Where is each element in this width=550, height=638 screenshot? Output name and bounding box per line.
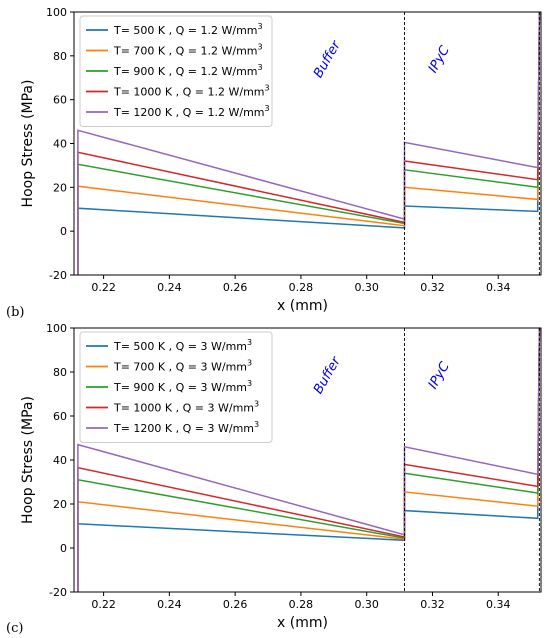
x-tick-label: 0.26	[223, 281, 248, 294]
x-tick-label: 0.34	[486, 598, 511, 611]
x-tick-label: 0.22	[91, 281, 116, 294]
y-tick-label: -20	[49, 269, 67, 282]
legend-superscript: 3	[258, 43, 263, 52]
y-tick-label: 0	[60, 542, 67, 555]
y-tick-label: 0	[60, 225, 67, 238]
chart-panel-c: 0.22 0.24 0.26 0.28 0.30 0.32 0.34 -20 0 20 40 60 80…	[6, 322, 542, 636]
y-tick-label: 100	[46, 322, 67, 335]
y-tick-label: 20	[53, 181, 67, 194]
annotation-ipyc: IPyC	[426, 43, 454, 76]
x-tick-label: 0.28	[289, 281, 314, 294]
legend-superscript: 3	[254, 420, 259, 429]
x-tick-label: 0.26	[223, 598, 248, 611]
legend-superscript: 3	[265, 104, 270, 113]
legend-box	[79, 15, 273, 127]
annotation-buffer: Buffer	[311, 37, 345, 80]
legend-entry-3: T= 1000 K , Q = 3 W/mm3	[113, 400, 259, 415]
panel-label: (c)	[6, 621, 23, 636]
y-tick-label: 40	[53, 454, 67, 467]
x-tick-label: 0.34	[486, 281, 511, 294]
legend-superscript: 3	[247, 379, 252, 388]
legend-superscript: 3	[247, 359, 252, 368]
x-tick-label: 0.30	[354, 598, 379, 611]
x-tick-label: 0.24	[157, 598, 182, 611]
chart-panel-b: 0.22 0.24 0.26 0.28 0.30 0.32 0.34 -20 0 20 40 60 80…	[6, 6, 542, 320]
x-tick-label: 0.28	[289, 598, 314, 611]
y-axis-label: Hoop Stress (MPa)	[20, 396, 36, 524]
annotation-ipyc: IPyC	[426, 359, 454, 392]
x-axis-label: x (mm)	[277, 298, 328, 314]
y-axis-label: Hoop Stress (MPa)	[20, 80, 36, 208]
legend-superscript: 3	[258, 63, 263, 72]
x-tick-label: 0.22	[91, 598, 116, 611]
legend-entry-2: T= 900 K , Q = 1.2 W/mm3	[113, 63, 263, 78]
y-tick-label: 40	[53, 138, 67, 151]
legend-entry-0: T= 500 K , Q = 3 W/mm3	[113, 338, 252, 353]
legend-superscript: 3	[265, 84, 270, 93]
legend-superscript: 3	[258, 22, 263, 31]
y-tick-label: 80	[53, 50, 67, 63]
legend-entry-4: T= 1200 K , Q = 1.2 W/mm3	[113, 104, 270, 119]
x-tick-label: 0.32	[420, 598, 445, 611]
legend-box	[79, 331, 273, 443]
y-tick-label: 60	[53, 410, 67, 423]
panel-label: (b)	[6, 305, 24, 320]
series-line-4	[77, 11, 541, 275]
legend-superscript: 3	[247, 338, 252, 347]
legend-entry-4: T= 1200 K , Q = 3 W/mm3	[113, 420, 259, 435]
legend-entry-0: T= 500 K , Q = 1.2 W/mm3	[113, 22, 263, 37]
legend-entry-1: T= 700 K , Q = 3 W/mm3	[113, 359, 252, 374]
y-tick-label: 20	[53, 498, 67, 511]
x-tick-label: 0.32	[420, 281, 445, 294]
legend-superscript: 3	[254, 400, 259, 409]
y-tick-label: 80	[53, 366, 67, 379]
y-tick-label: 100	[46, 6, 67, 19]
legend-entry-2: T= 900 K , Q = 3 W/mm3	[113, 379, 252, 394]
y-tick-label: -20	[49, 586, 67, 599]
x-tick-label: 0.30	[354, 281, 379, 294]
legend-entry-3: T= 1000 K , Q = 1.2 W/mm3	[113, 84, 270, 99]
y-tick-label: 60	[53, 94, 67, 107]
annotation-buffer: Buffer	[311, 353, 345, 396]
legend-entry-1: T= 700 K , Q = 1.2 W/mm3	[113, 43, 263, 58]
x-tick-label: 0.24	[157, 281, 182, 294]
x-axis-label: x (mm)	[277, 615, 328, 631]
